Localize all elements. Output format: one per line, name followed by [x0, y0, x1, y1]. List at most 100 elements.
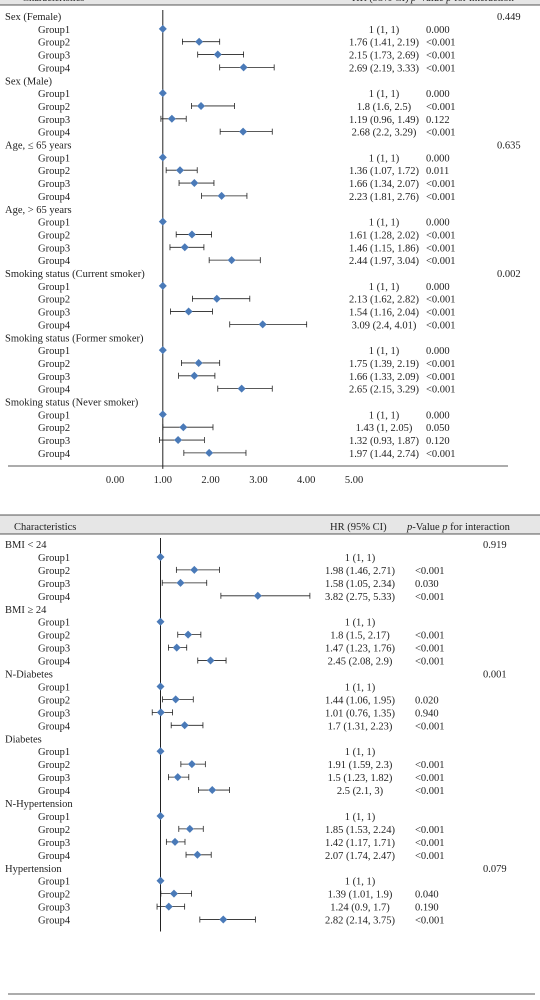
p-value-text: <0.001 — [426, 192, 456, 203]
hr-ci-text: 2.13 (1.62, 2.82) — [349, 295, 419, 306]
p-value-text: <0.001 — [426, 256, 456, 267]
hr-marker — [156, 617, 165, 626]
hr-marker — [185, 824, 194, 833]
group-label: Group4 — [38, 851, 71, 862]
group-label: Group3 — [38, 644, 70, 655]
hr-marker — [156, 876, 165, 885]
hr-ci-text: 1.91 (1.59, 2.3) — [328, 760, 393, 771]
p-value-text: <0.001 — [426, 51, 456, 62]
p-value-text: <0.001 — [415, 851, 445, 862]
group-label: Group3 — [38, 579, 70, 590]
header-hr-ci: HR (95% CI) — [330, 522, 387, 533]
subgroup-label: Smoking status (Current smoker) — [5, 269, 145, 280]
hr-ci-text: 1.8 (1.6, 2.5) — [357, 102, 412, 113]
hr-marker — [156, 552, 165, 561]
hr-marker — [206, 656, 215, 665]
hr-marker — [190, 565, 199, 574]
group-label: Group4 — [38, 449, 71, 460]
hr-ci-text: 1 (1, 1) — [345, 747, 376, 758]
hr-ci-text: 1.75 (1.39, 2.19) — [349, 359, 419, 370]
hr-marker — [219, 915, 228, 924]
hr-ci-text: 2.69 (2.19, 3.33) — [349, 63, 419, 74]
subgroup-label: N-Diabetes — [5, 670, 53, 681]
hr-ci-text: 1 (1, 1) — [369, 282, 400, 293]
group-label: Group4 — [38, 592, 71, 603]
hr-ci-text: 1.32 (0.93, 1.87) — [349, 436, 419, 447]
group-label: Group1 — [38, 747, 70, 758]
p-value-text: 0.030 — [415, 579, 439, 590]
hr-ci-text: 2.44 (1.97, 3.04) — [349, 256, 419, 267]
interaction-p-value: 0.449 — [497, 12, 521, 23]
hr-marker — [156, 811, 165, 820]
group-label: Group2 — [38, 102, 70, 113]
header-band — [0, 0, 540, 5]
hr-ci-text: 1 (1, 1) — [345, 682, 376, 693]
subgroup-label: Age, ≤ 65 years — [5, 141, 71, 152]
group-label: Group2 — [38, 166, 70, 177]
hr-marker — [184, 630, 193, 639]
hr-marker — [187, 760, 196, 769]
group-label: Group4 — [38, 721, 71, 732]
subgroup-label: Age, > 65 years — [5, 205, 72, 216]
hr-marker — [197, 101, 206, 110]
hr-marker — [174, 436, 183, 445]
hr-ci-text: 1 (1, 1) — [369, 89, 400, 100]
p-value-text: <0.001 — [426, 359, 456, 370]
p-value-text: <0.001 — [415, 786, 445, 797]
hr-marker — [258, 320, 267, 329]
interaction-p-value: 0.079 — [483, 864, 507, 875]
p-value-text: <0.001 — [426, 372, 456, 383]
group-label: Group3 — [38, 51, 70, 62]
hr-marker — [180, 721, 189, 730]
group-label: Group1 — [38, 410, 70, 421]
hr-marker — [190, 179, 199, 188]
subgroup-label: Sex (Male) — [5, 76, 52, 87]
hr-ci-text: 1.97 (1.44, 2.74) — [349, 449, 419, 460]
hr-ci-text: 1.98 (1.46, 2.71) — [325, 566, 395, 577]
group-label: Group1 — [38, 346, 70, 357]
hr-marker — [172, 643, 181, 652]
hr-marker — [156, 708, 165, 717]
p-value-text: <0.001 — [426, 385, 456, 396]
p-value-text: 0.000 — [426, 410, 450, 421]
p-value-text: <0.001 — [426, 308, 456, 319]
group-label: Group4 — [38, 256, 71, 267]
hr-ci-text: 1.24 (0.9, 1.7) — [330, 903, 390, 914]
header-p-value: p-Value p for interaction — [406, 522, 511, 533]
hr-ci-text: 2.65 (2.15, 3.29) — [349, 385, 419, 396]
group-label: Group4 — [38, 786, 71, 797]
hr-ci-text: 1.47 (1.23, 1.76) — [325, 644, 395, 655]
p-value-text: <0.001 — [426, 243, 456, 254]
hr-marker — [253, 591, 262, 600]
group-label: Group4 — [38, 320, 71, 331]
group-label: Group2 — [38, 359, 70, 370]
hr-ci-text: 2.07 (1.74, 2.47) — [325, 851, 395, 862]
x-tick-label: 3.00 — [249, 475, 267, 486]
hr-marker — [167, 114, 176, 123]
hr-ci-text: 3.09 (2.4, 4.01) — [352, 320, 417, 331]
hr-marker — [205, 448, 214, 457]
hr-ci-text: 1.46 (1.15, 1.86) — [349, 243, 419, 254]
hr-marker — [212, 294, 221, 303]
group-label: Group3 — [38, 243, 70, 254]
hr-ci-text: 1 (1, 1) — [345, 618, 376, 629]
hr-marker — [173, 773, 182, 782]
hr-ci-text: 2.82 (2.14, 3.75) — [325, 916, 395, 927]
interaction-p-value: 0.001 — [483, 670, 507, 681]
group-label: Group2 — [38, 38, 70, 49]
group-label: Group4 — [38, 385, 71, 396]
hr-marker — [171, 695, 180, 704]
hr-marker — [237, 384, 246, 393]
p-value-text: <0.001 — [415, 721, 445, 732]
hr-ci-text: 1.7 (1.31, 2.23) — [328, 721, 393, 732]
hr-ci-text: 2.68 (2.2, 3.29) — [352, 128, 417, 139]
p-value-text: 0.050 — [426, 423, 450, 434]
hr-ci-text: 1.54 (1.16, 2.04) — [349, 308, 419, 319]
hr-ci-text: 1.44 (1.06, 1.95) — [325, 695, 395, 706]
hr-marker — [187, 230, 196, 239]
group-label: Group2 — [38, 295, 70, 306]
group-label: Group1 — [38, 89, 70, 100]
hr-marker — [180, 243, 189, 252]
hr-marker — [239, 63, 248, 72]
group-label: Group1 — [38, 682, 70, 693]
